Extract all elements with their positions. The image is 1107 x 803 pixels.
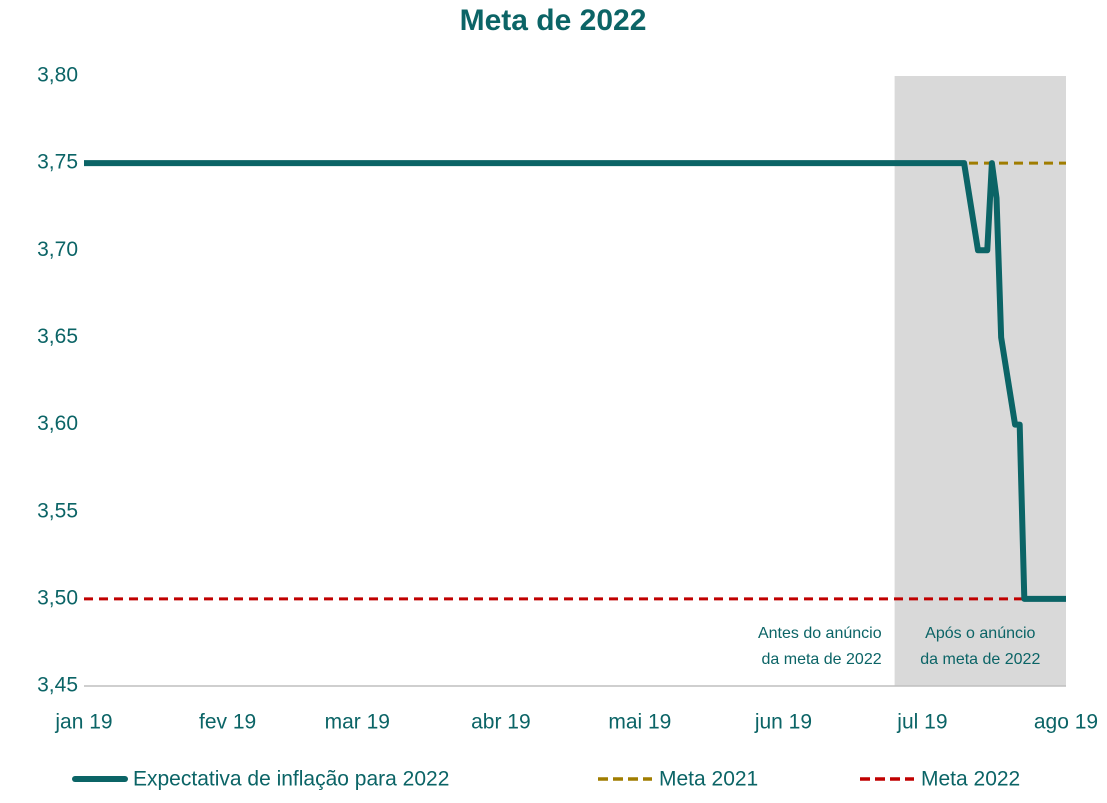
x-tick-label: jul 19 [896,711,947,734]
annotation: da meta de 2022 [920,651,1040,668]
x-tick-label: ago 19 [1034,711,1098,734]
x-tick-label: mai 19 [608,711,671,734]
annotation: da meta de 2022 [762,651,882,668]
y-tick-label: 3,80 [37,64,78,87]
x-tick-label: jan 19 [54,711,112,734]
legend-label: Meta 2021 [659,768,758,791]
legend-label: Expectativa de inflação para 2022 [133,768,449,791]
y-tick-label: 3,45 [37,674,78,697]
y-tick-label: 3,65 [37,325,78,348]
legend-label: Meta 2022 [921,768,1020,791]
x-tick-label: fev 19 [199,711,256,734]
annotation: Antes do anúncio [758,625,882,642]
shaded-span [894,76,1066,686]
y-tick-label: 3,75 [37,151,78,174]
chart-title: Meta de 2022 [460,4,647,37]
annotation: Após o anúncio [925,625,1035,642]
y-tick-label: 3,50 [37,586,78,609]
y-tick-label: 3,60 [37,412,78,435]
x-tick-label: abr 19 [471,711,531,734]
x-tick-label: jun 19 [754,711,812,734]
y-tick-label: 3,70 [37,238,78,261]
x-tick-label: mar 19 [325,711,390,734]
series-line [84,160,1066,602]
y-tick-label: 3,55 [37,499,78,522]
